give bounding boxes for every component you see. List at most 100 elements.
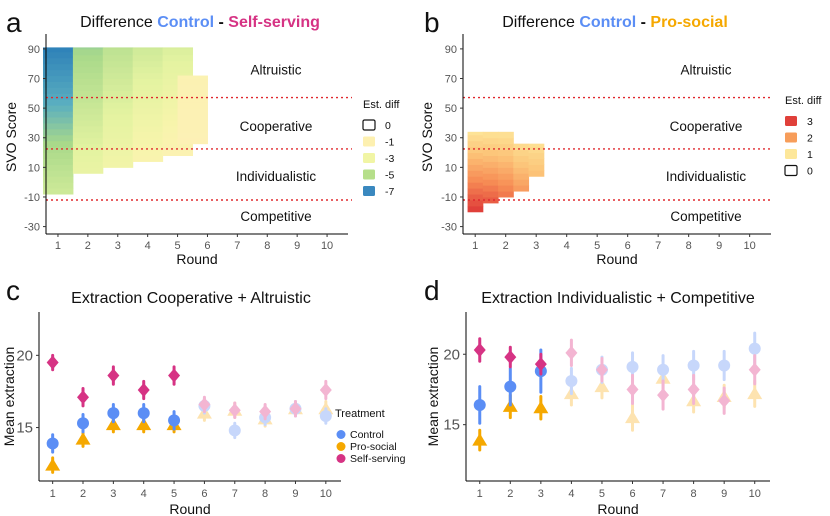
x-tick-label: 8: [262, 488, 268, 500]
title-part: Difference: [502, 14, 579, 31]
heatmap-cell: [102, 54, 134, 62]
heatmap-cell: [72, 54, 104, 62]
heatmap-cell: [528, 170, 545, 177]
heatmap-cell: [43, 188, 74, 195]
point-pro_social: [533, 400, 549, 414]
panel-label: a: [6, 7, 22, 38]
point-control: [718, 359, 731, 372]
title-part: Difference: [80, 14, 157, 31]
x-axis-title: Round: [596, 251, 637, 267]
series-pro_social: [472, 365, 763, 452]
heatmap-cell: [162, 143, 194, 151]
x-tick-label: 9: [721, 488, 727, 500]
heatmap-cell: [72, 167, 104, 174]
series-pro_social: [45, 400, 334, 474]
point-control: [77, 417, 90, 430]
heatmap-cell: [102, 149, 134, 157]
heatmap-cell: [43, 93, 74, 100]
heatmap-cell: [513, 173, 530, 180]
point-self_serving: [259, 404, 272, 419]
x-tick-label: 7: [655, 240, 661, 252]
legend: Est. diff 0 -1 -3 -5 -7: [362, 99, 400, 198]
heatmap-cell: [482, 173, 499, 180]
panel-title: Extraction Individualistic + Competitive: [481, 290, 755, 307]
heatmap-cell: [498, 143, 514, 151]
legend-swatch: [363, 153, 375, 163]
point-self_serving: [748, 362, 761, 377]
legend-swatch-self_serving: [336, 454, 346, 463]
point-pro_social: [594, 379, 610, 393]
heatmap-cell: [498, 161, 514, 168]
point-self_serving: [77, 390, 90, 405]
heatmap-cell: [177, 102, 208, 109]
heatmap-cell: [102, 161, 134, 168]
x-tick-label: 7: [660, 488, 666, 500]
panel-title: Difference Control - Pro-social: [502, 14, 728, 31]
heatmap-cell: [132, 125, 164, 133]
point-control: [46, 437, 59, 450]
heatmap-cell: [102, 72, 134, 80]
heatmap-cell: [43, 47, 74, 53]
point-pro_social: [105, 417, 121, 431]
legend-label: Pro-social: [350, 441, 397, 453]
heatmap-cell: [528, 158, 545, 165]
panel-b: b Difference Control - Pro-social Altruist…: [419, 7, 822, 267]
heatmap-cell: [72, 60, 104, 68]
legend-swatch-control: [336, 430, 346, 439]
heatmap-cell: [102, 84, 134, 91]
heatmap-cell: [102, 131, 134, 139]
legend-label: 3: [807, 116, 813, 128]
heatmap-cells: [43, 47, 208, 195]
heatmap-cell: [467, 176, 484, 183]
legend-title: Treatment: [335, 408, 385, 420]
y-tick-label: 30: [28, 133, 40, 145]
heatmap-cell: [482, 161, 499, 168]
heatmap-cell: [132, 155, 164, 162]
heatmap-cell: [72, 143, 104, 151]
x-tick-label: 2: [507, 488, 513, 500]
x-tick-label: 5: [171, 488, 177, 500]
y-tick-label: -10: [441, 192, 457, 204]
legend-swatch: [785, 132, 797, 143]
point-control: [137, 407, 150, 420]
heatmap-cell: [102, 114, 134, 121]
point-pro_social: [472, 433, 488, 446]
y-tick-label: 90: [445, 44, 457, 56]
heatmap-cell: [43, 117, 74, 124]
heatmap-cell: [102, 96, 134, 103]
legend-swatch: [784, 164, 798, 177]
heatmap-cell: [102, 108, 134, 115]
heatmap-cell: [43, 75, 74, 82]
point-self_serving: [626, 382, 639, 397]
panel-label: c: [6, 275, 20, 306]
heatmap-cell: [162, 54, 194, 62]
heatmap-cell: [43, 57, 74, 65]
x-tick-label: 8: [264, 240, 270, 252]
heatmap-cell: [72, 131, 104, 139]
series-control: [473, 331, 761, 425]
x-tick-label: 1: [50, 488, 56, 500]
heatmap-cell: [43, 146, 74, 154]
heatmap-cell: [177, 137, 208, 145]
heatmap-cell: [72, 137, 104, 145]
legend-label: Control: [350, 429, 384, 441]
heatmap-cell: [43, 111, 74, 118]
heatmap-cell: [102, 78, 134, 85]
x-tick-label: 10: [749, 488, 761, 500]
heatmap-cell: [102, 125, 134, 133]
heatmap-cell: [43, 140, 74, 148]
x-tick-label: 6: [625, 240, 631, 252]
point-self_serving: [718, 393, 731, 408]
heatmap-cell: [72, 149, 104, 157]
heatmap-cell: [132, 66, 164, 74]
point-control: [473, 398, 486, 411]
heatmap-cell: [482, 155, 499, 162]
heatmap-cell: [162, 48, 194, 56]
heatmap-cell: [72, 47, 104, 50]
panel-title: Extraction Cooperative + Altruistic: [71, 290, 311, 307]
heatmap-cell: [177, 75, 208, 80]
heatmap-cell: [528, 143, 545, 148]
heatmap-cell: [102, 90, 134, 97]
